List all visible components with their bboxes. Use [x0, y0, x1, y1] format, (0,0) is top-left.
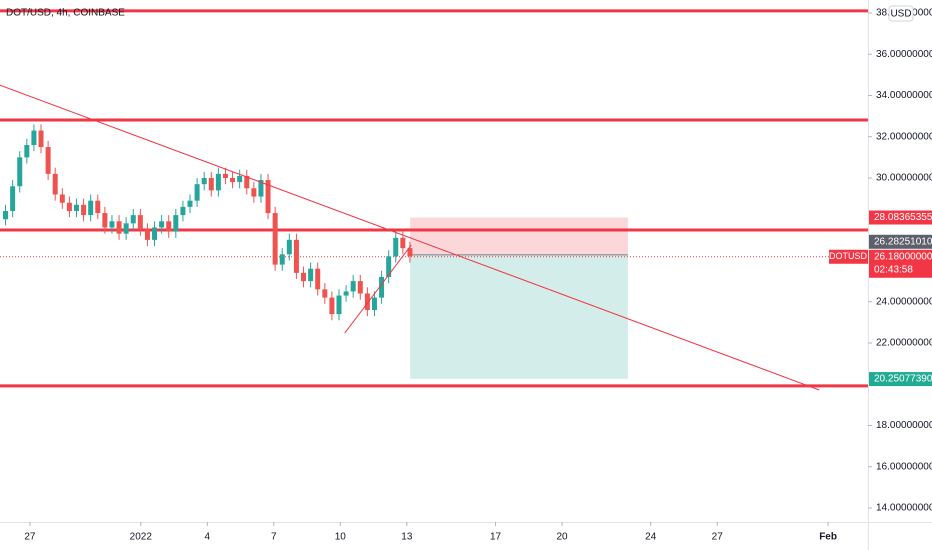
candle-body — [364, 293, 370, 310]
y-tick-label: 24.00000000 — [876, 296, 932, 307]
candle-body — [59, 194, 65, 203]
countdown: 02:43:58 — [874, 264, 913, 275]
candle-body — [180, 206, 186, 216]
target-zone — [410, 254, 628, 379]
candle-body — [201, 177, 207, 185]
candle-body — [31, 130, 37, 145]
price-label: 28.08365355 — [874, 212, 932, 223]
candle-body — [102, 213, 108, 228]
candle-body — [187, 200, 193, 207]
candle-body — [393, 237, 399, 257]
candle-body — [286, 239, 292, 255]
candle-body — [109, 221, 115, 228]
candle-body — [400, 237, 406, 249]
candle-body — [244, 175, 250, 189]
candle-body — [329, 297, 335, 315]
candle-body — [343, 291, 349, 296]
candle-body — [315, 268, 321, 290]
candle-body — [230, 177, 236, 183]
candle-body — [258, 180, 264, 197]
currency-label: USD — [890, 9, 911, 20]
candle-body — [17, 157, 23, 187]
price-label-box — [869, 372, 932, 387]
y-tick-label: 18.00000000 — [876, 420, 932, 431]
candle-body — [130, 215, 136, 224]
candle-body — [272, 213, 278, 265]
currency-badge — [888, 5, 914, 22]
candle-body — [251, 188, 257, 197]
candle-body — [322, 289, 328, 298]
candle-body — [208, 177, 214, 191]
candle-body — [45, 147, 51, 174]
price-label-box — [869, 210, 932, 225]
x-tick-label: 4 — [205, 532, 211, 543]
candle-body — [3, 210, 9, 220]
candle-body — [152, 227, 158, 240]
candle-body — [308, 268, 314, 282]
candle-body — [407, 248, 413, 257]
candle-body — [336, 295, 342, 315]
candle-body — [10, 186, 16, 211]
candle-body — [386, 256, 392, 277]
x-tick-label: Feb — [819, 532, 837, 543]
candle-body — [24, 144, 30, 158]
candle-body — [265, 180, 271, 214]
candle-body — [66, 202, 72, 211]
candle-body — [293, 239, 299, 273]
y-tick-label: 36.00000000 — [876, 49, 932, 60]
symbol-label-box — [829, 249, 868, 264]
trend-line — [344, 244, 412, 334]
candle-body — [95, 200, 101, 214]
candle-body — [73, 204, 79, 211]
candle-body — [301, 272, 307, 282]
candle-body — [137, 215, 143, 230]
x-tick-label: 27 — [24, 532, 36, 543]
x-tick-label: 27 — [712, 532, 724, 543]
y-tick-label: 32.00000000 — [876, 131, 932, 142]
price-label: 20.25077390 — [874, 374, 932, 385]
price-label-box — [869, 234, 932, 249]
x-tick-label: 10 — [335, 532, 347, 543]
x-tick-label: 20 — [556, 532, 568, 543]
y-tick-label: 16.00000000 — [876, 461, 932, 472]
y-tick-label: 22.00000000 — [876, 338, 932, 349]
candle-body — [88, 200, 94, 216]
candle-body — [379, 276, 385, 298]
candle-body — [52, 173, 58, 195]
candle-body — [215, 173, 221, 191]
candle-body — [123, 223, 129, 234]
candle-body — [222, 173, 228, 178]
candle-body — [173, 215, 179, 232]
candle-body — [350, 281, 356, 292]
candle-body — [38, 130, 44, 148]
stop-zone — [410, 217, 628, 255]
price-label: 26.18000000 — [874, 251, 932, 262]
candle-body — [237, 175, 243, 183]
candle-body — [81, 204, 87, 216]
candle-body — [159, 221, 165, 228]
candle-body — [166, 221, 172, 232]
y-tick-label: 30.00000000 — [876, 173, 932, 184]
y-tick-label: 34.00000000 — [876, 90, 932, 101]
price-label: 26.28251010 — [874, 236, 932, 247]
x-tick-label: 7 — [271, 532, 277, 543]
chart-title: DOT/USD, 4h, COINBASE — [6, 8, 125, 19]
x-tick-label: 2022 — [130, 532, 153, 543]
x-tick-label: 24 — [645, 532, 657, 543]
marks — [0, 9, 868, 391]
y-tick-label: 14.00000000 — [876, 503, 932, 514]
candle-body — [116, 221, 122, 234]
candle-body — [371, 297, 377, 310]
symbol-label: DOTUSD — [829, 251, 868, 261]
x-tick-label: 13 — [401, 532, 413, 543]
candle-body — [144, 229, 150, 240]
price-label-box — [869, 249, 932, 278]
candle-body — [279, 254, 285, 265]
trend-line — [0, 84, 820, 391]
candle-body — [194, 184, 200, 201]
x-tick-label: 17 — [490, 532, 502, 543]
candle-body — [357, 281, 363, 294]
